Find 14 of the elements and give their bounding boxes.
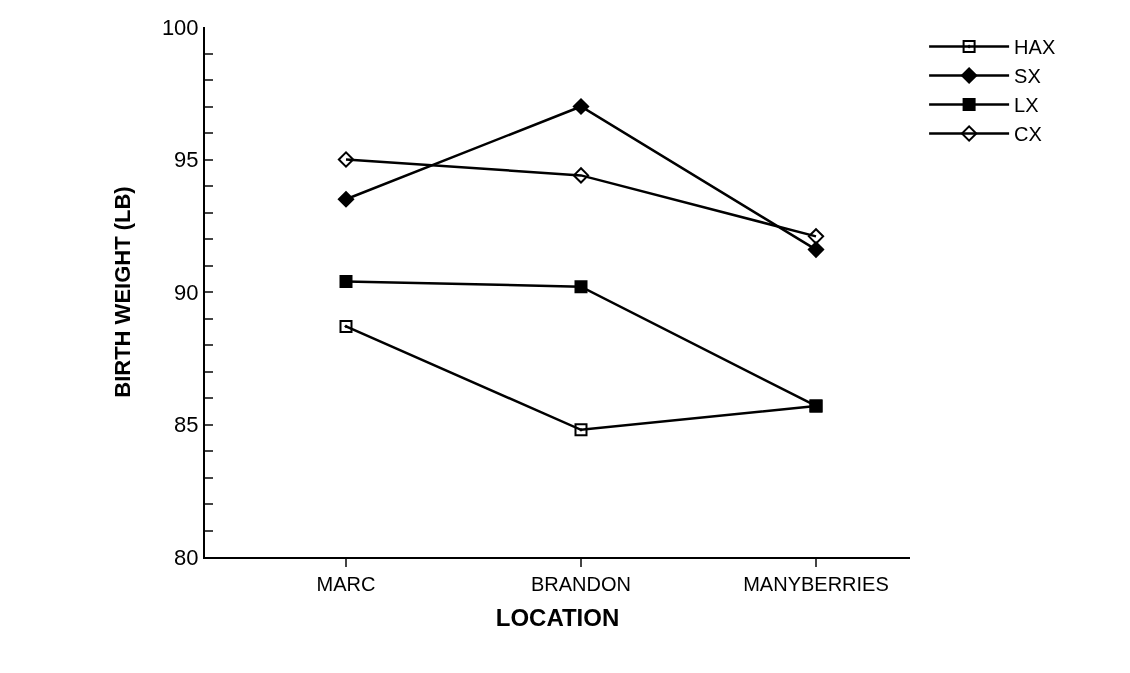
legend-label: HAX (1014, 36, 1056, 59)
y-tick-label: 100 (161, 14, 199, 40)
x-tick-label: MANYBERRIES (743, 573, 889, 595)
y-tick-label: 95 (174, 147, 199, 173)
legend-label: SX (1014, 65, 1041, 88)
y-tick-label: 90 (174, 279, 199, 305)
y-axis-title: BIRTH WEIGHT (LB) (110, 186, 136, 398)
x-axis-title: LOCATION (495, 603, 620, 631)
y-tick-label: 80 (174, 544, 199, 570)
x-tick-label: MARC (316, 573, 376, 595)
x-tick-label: BRANDON (530, 573, 632, 595)
legend-label: CX (1014, 123, 1042, 146)
y-tick-label: 85 (174, 412, 199, 438)
legend-label: LX (1014, 94, 1039, 117)
